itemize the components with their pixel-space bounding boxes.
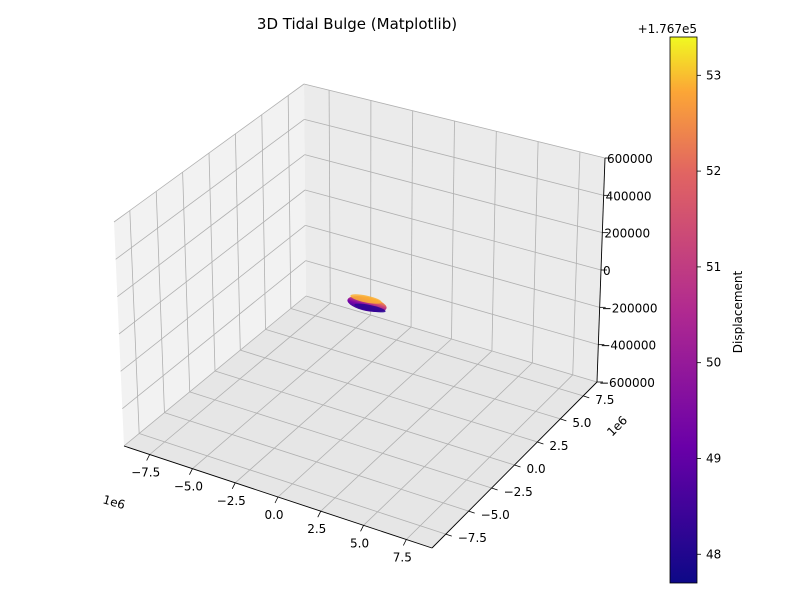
y-grid-line — [214, 370, 515, 466]
z-grid-line — [123, 295, 307, 447]
y-tick-mark — [560, 418, 567, 422]
x-tick-mark — [360, 525, 364, 532]
colorbar-tick-label: 52 — [706, 164, 721, 178]
axes-3d: −7.5−5.0−2.50.02.55.07.5−7.5−5.0−2.50.02… — [101, 83, 658, 565]
x-tick-label: −2.5 — [217, 494, 246, 508]
y-tick-label: 2.5 — [549, 439, 568, 453]
z-tick-label: −600000 — [599, 376, 655, 390]
z-tick-label: 200000 — [604, 227, 650, 241]
tick-labels: −7.5−5.0−2.50.02.55.07.5−7.5−5.0−2.50.02… — [131, 152, 657, 565]
y-tick-label: 0.0 — [527, 462, 546, 476]
x-tick-label: 2.5 — [307, 522, 326, 536]
z-tick-label: −200000 — [602, 301, 658, 315]
x-tick-mark — [146, 454, 151, 461]
x-tick-label: 7.5 — [393, 551, 412, 565]
y-tick-mark — [537, 441, 544, 445]
colorbar-tick-label: 48 — [706, 547, 721, 561]
z-tick-label: 600000 — [607, 152, 653, 166]
x-tick-mark — [274, 496, 279, 504]
z-tick-label: 0 — [603, 264, 611, 278]
colorbar-label: Displacement — [731, 270, 745, 353]
y-grid-line — [265, 328, 561, 420]
z-grid-line — [305, 260, 599, 346]
x-tick-mark — [317, 510, 322, 518]
surface-rim-light — [350, 294, 382, 304]
y-tick-label: −7.5 — [458, 531, 487, 545]
y-grid-line — [290, 308, 584, 397]
z-grid-line — [115, 119, 305, 260]
y-offset-text: 1e6 — [604, 413, 630, 439]
z-tick-label: 400000 — [606, 189, 652, 203]
z-grid-line — [117, 154, 305, 297]
x-tick-label: 5.0 — [350, 536, 369, 550]
z-grid-line — [122, 260, 306, 409]
x-tick-label: 0.0 — [264, 508, 283, 522]
y-grid-line — [164, 412, 469, 512]
y-tick-mark — [514, 464, 521, 468]
colorbar-tick-label: 53 — [706, 68, 721, 82]
z-grid-line — [303, 83, 606, 159]
y-tick-mark — [583, 395, 590, 399]
x-offset-text: 1e6 — [101, 492, 127, 512]
surface-rim-dark — [354, 303, 386, 313]
y-tick-label: −5.0 — [481, 508, 510, 522]
z-grid-line — [304, 154, 603, 234]
z-grid-line — [118, 189, 306, 335]
chart-title: 3D Tidal Bulge (Matplotlib) — [257, 15, 457, 33]
tick-marks — [146, 157, 611, 546]
z-grid-line — [113, 83, 305, 223]
z-grid-line — [305, 224, 600, 308]
colorbar: 48 49 50 51 52 53 +1.767e5 Displacement — [638, 22, 745, 584]
colorbar-ticks: 48 49 50 51 52 53 — [697, 68, 721, 561]
tidal-bulge-surface — [347, 294, 387, 313]
y-tick-mark — [468, 510, 475, 514]
colorbar-tick-label: 50 — [706, 356, 721, 370]
y-tick-mark — [445, 533, 452, 537]
y-tick-label: 5.0 — [572, 416, 591, 430]
x-tick-label: −7.5 — [131, 466, 160, 480]
grid-lines — [113, 83, 606, 540]
colorbar-offset-text: +1.767e5 — [638, 22, 697, 36]
y-tick-label: −2.5 — [504, 485, 533, 499]
colorbar-tick-label: 51 — [706, 260, 721, 274]
y-grid-line — [139, 433, 446, 535]
y-grid-line — [240, 349, 538, 443]
colorbar-tick-label: 49 — [706, 451, 721, 465]
colorbar-gradient — [669, 36, 698, 584]
y-tick-label: 7.5 — [595, 393, 614, 407]
x-tick-mark — [231, 482, 236, 490]
z-tick-label: −400000 — [600, 339, 656, 353]
z-grid-line — [305, 295, 598, 383]
y-tick-mark — [491, 487, 498, 491]
y-grid-line — [189, 391, 492, 489]
z-grid-line — [304, 189, 602, 271]
x-tick-mark — [189, 468, 193, 475]
x-tick-mark — [402, 539, 407, 546]
z-grid-line — [304, 118, 604, 196]
x-tick-label: −5.0 — [174, 480, 203, 494]
z-grid-line — [120, 225, 306, 372]
